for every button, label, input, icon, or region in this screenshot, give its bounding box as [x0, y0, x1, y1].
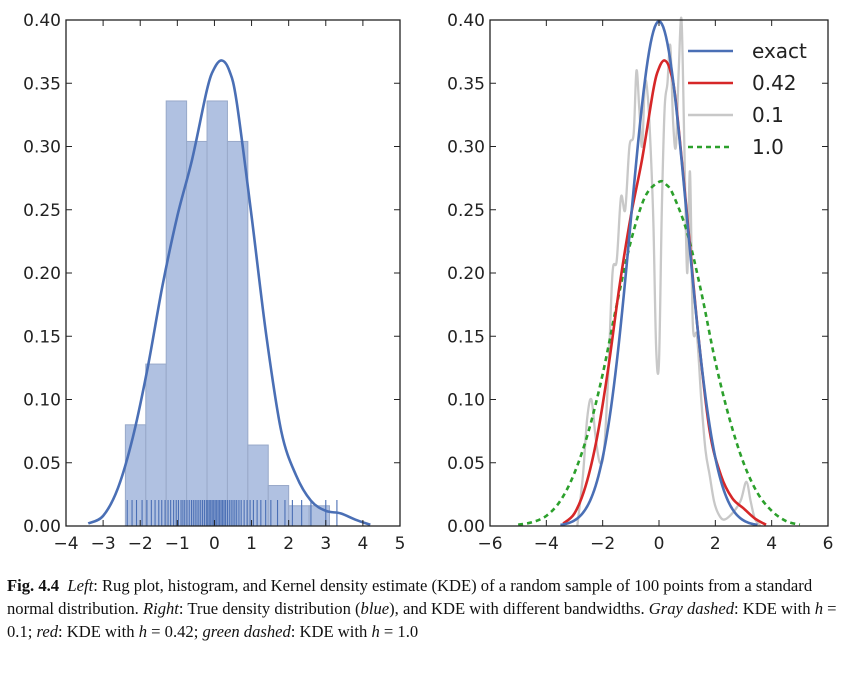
right-y-tick-label: 0.10: [447, 391, 485, 411]
series-line-0-1: [576, 16, 762, 527]
right-x-tick-label: 6: [823, 534, 834, 554]
histogram-bar: [165, 100, 188, 527]
right-y-tick-label: 0.15: [447, 327, 485, 347]
right-panel: 0.000.050.100.150.200.250.300.350.40−6 −4…: [447, 11, 833, 554]
legend-label: exact: [752, 39, 807, 63]
right-y-tick-label: 0.35: [447, 74, 485, 94]
right-y-tick-label: 0.20: [447, 264, 485, 284]
left-x-tick-label: 1: [246, 534, 257, 554]
caption-text: Left: Rug plot, histogram, and Kernel de…: [7, 576, 837, 641]
right-y-tick-label: 0.05: [447, 454, 485, 474]
left-x-tick-label: 5: [395, 534, 406, 554]
series-line-0-42: [562, 59, 767, 526]
left-y-tick-label: 0.30: [23, 138, 61, 158]
right-x-tick-label: 4: [766, 534, 777, 554]
right-y-tick-label: 0.00: [447, 517, 485, 537]
left-x-tick-label: −2: [128, 534, 153, 554]
kde-line: [87, 59, 371, 526]
right-x-tick-label: 2: [710, 534, 721, 554]
right-y-tick-label: 0.30: [447, 138, 485, 158]
left-y-tick-label: 0.25: [23, 201, 61, 221]
right-x-tick-label: −6: [477, 534, 502, 554]
left-y-tick-label: 0.00: [23, 517, 61, 537]
right-y-tick-label: 0.25: [447, 201, 485, 221]
legend-label: 1.0: [752, 135, 784, 159]
left-y-tick-label: 0.15: [23, 327, 61, 347]
right-axes-frame: [489, 19, 829, 527]
left-y-tick-label: 0.35: [23, 74, 61, 94]
legend-label: 0.42: [752, 71, 797, 95]
left-x-tick-label: −3: [91, 534, 116, 554]
histogram-bar: [124, 424, 147, 527]
right-x-tick-label: −2: [590, 534, 615, 554]
figure-label: Fig. 4.4: [7, 576, 60, 595]
left-y-tick-label: 0.40: [23, 11, 61, 31]
right-y-tick-label: 0.40: [447, 11, 485, 31]
legend: exact 0.42 0.1 1.0: [688, 39, 807, 159]
left-x-tick-label: −1: [165, 534, 190, 554]
right-x-tick-label: 0: [654, 534, 665, 554]
histogram-bar: [226, 140, 249, 527]
left-y-tick-label: 0.05: [23, 454, 61, 474]
left-x-tick-label: 2: [283, 534, 294, 554]
series-line-exact: [560, 19, 758, 527]
left-x-tick-label: 4: [357, 534, 368, 554]
legend-label: 0.1: [752, 103, 784, 127]
left-x-tick-label: 3: [320, 534, 331, 554]
histogram-bar: [288, 505, 310, 527]
left-x-tick-label: 0: [209, 534, 220, 554]
left-y-tick-label: 0.20: [23, 264, 61, 284]
right-x-tick-label: −4: [534, 534, 559, 554]
left-y-tick-label: 0.10: [23, 391, 61, 411]
histogram-bar: [186, 140, 208, 527]
left-panel: 0.00 0.05 0.10 0.15 0.20 0.25 0.30 0.35 0.40 −4 −3…: [23, 11, 405, 554]
histogram-bar: [145, 363, 167, 527]
figure-caption: Fig. 4.4 Left: Rug plot, histogram, and …: [7, 574, 859, 643]
histogram-bar: [206, 100, 228, 527]
left-x-tick-label: −4: [53, 534, 78, 554]
series-line-1-0: [517, 179, 801, 527]
